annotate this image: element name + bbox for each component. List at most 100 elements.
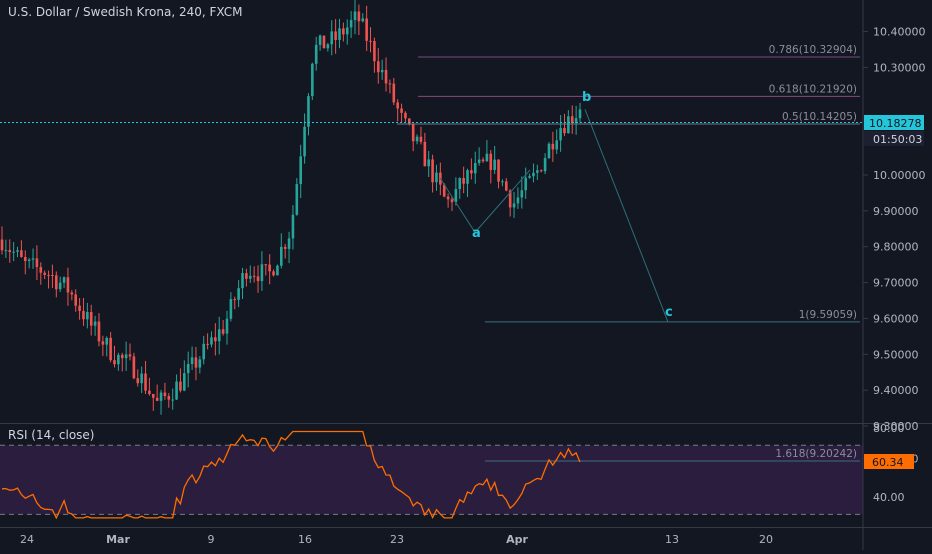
candle bbox=[338, 18, 341, 49]
price-tick-label: 9.50000 bbox=[873, 348, 919, 361]
rsi-tick-label: 40.00 bbox=[873, 491, 905, 504]
candle bbox=[497, 159, 500, 189]
candle bbox=[198, 356, 202, 374]
candle bbox=[47, 270, 50, 289]
candle bbox=[233, 296, 237, 310]
candle bbox=[578, 102, 582, 123]
fib-level-label: 0.786(10.32904) bbox=[769, 44, 857, 56]
candle bbox=[58, 276, 62, 293]
candle bbox=[411, 123, 415, 152]
candle bbox=[55, 271, 58, 298]
candle bbox=[473, 151, 477, 184]
candle bbox=[225, 310, 229, 345]
candle bbox=[307, 93, 310, 136]
candle bbox=[35, 245, 39, 281]
wave-label-c: c bbox=[665, 305, 673, 320]
candle bbox=[74, 289, 78, 312]
candle bbox=[408, 118, 411, 126]
candle bbox=[237, 280, 240, 308]
candle bbox=[214, 323, 217, 356]
candle bbox=[489, 149, 493, 184]
candle bbox=[322, 35, 326, 49]
last-price-tag bbox=[864, 115, 924, 130]
candle bbox=[140, 366, 143, 394]
candle bbox=[252, 266, 256, 283]
price-tick-label: 10.50000 bbox=[873, 0, 926, 3]
candle bbox=[109, 332, 112, 363]
candle bbox=[39, 262, 43, 285]
candle bbox=[183, 360, 186, 392]
candle bbox=[120, 352, 124, 372]
candle bbox=[16, 246, 19, 258]
candle bbox=[404, 111, 407, 123]
candle bbox=[0, 226, 4, 255]
candle bbox=[295, 178, 299, 216]
candle bbox=[559, 115, 562, 152]
candle bbox=[27, 257, 31, 269]
candle bbox=[66, 267, 70, 306]
candle bbox=[202, 335, 206, 365]
candle bbox=[256, 265, 260, 293]
candle bbox=[330, 20, 334, 56]
candle bbox=[555, 129, 559, 154]
candle bbox=[345, 19, 349, 45]
candle bbox=[105, 336, 109, 357]
price-tick-label: 10.40000 bbox=[873, 26, 926, 39]
price-tick-label: 9.90000 bbox=[873, 205, 919, 218]
x-tick-label: Apr bbox=[506, 533, 528, 546]
fib-level-label: 0.5(10.14205) bbox=[782, 111, 857, 123]
candle bbox=[82, 297, 85, 326]
price-tick-label: 9.30000 bbox=[873, 420, 919, 433]
candle bbox=[190, 346, 194, 370]
candle bbox=[466, 168, 469, 197]
candle bbox=[435, 164, 438, 191]
candle bbox=[536, 164, 539, 180]
countdown-tag bbox=[864, 131, 924, 146]
x-tick-label: 20 bbox=[759, 533, 773, 546]
candle bbox=[524, 167, 527, 199]
candle bbox=[101, 335, 105, 357]
candle bbox=[186, 351, 190, 388]
x-tick-label: 23 bbox=[390, 533, 404, 546]
candle bbox=[163, 382, 167, 400]
candle bbox=[245, 268, 248, 287]
rsi-title: RSI (14, close) bbox=[8, 428, 94, 442]
candle bbox=[357, 4, 361, 35]
x-tick-label: Mar bbox=[106, 533, 130, 546]
candle bbox=[454, 177, 458, 206]
candle bbox=[462, 166, 465, 194]
candle bbox=[392, 77, 396, 106]
candle bbox=[51, 264, 54, 288]
candle bbox=[241, 267, 244, 299]
candle bbox=[264, 263, 268, 276]
candle bbox=[206, 333, 209, 350]
candle bbox=[415, 134, 419, 145]
candle bbox=[12, 241, 15, 262]
candle bbox=[342, 22, 345, 42]
candle bbox=[276, 264, 279, 276]
candle bbox=[458, 177, 462, 199]
candle bbox=[516, 187, 520, 209]
candle bbox=[210, 331, 213, 348]
candle bbox=[567, 110, 570, 134]
candle bbox=[423, 132, 427, 167]
candle bbox=[8, 239, 12, 263]
candle bbox=[450, 196, 454, 212]
candle bbox=[373, 37, 376, 73]
candle bbox=[62, 276, 66, 288]
candle bbox=[78, 298, 81, 320]
candle bbox=[23, 250, 27, 275]
candle bbox=[167, 393, 171, 408]
candle bbox=[427, 150, 431, 178]
fib-level-label: 0.618(10.21920) bbox=[769, 83, 857, 95]
candle bbox=[493, 145, 496, 174]
rsi-line bbox=[1, 430, 581, 520]
candle bbox=[159, 389, 163, 415]
price-tick-label: 9.40000 bbox=[873, 384, 919, 397]
candle bbox=[287, 231, 291, 264]
candle bbox=[280, 233, 283, 269]
price-tick-label: 10.30000 bbox=[873, 61, 926, 74]
candle bbox=[380, 59, 384, 80]
